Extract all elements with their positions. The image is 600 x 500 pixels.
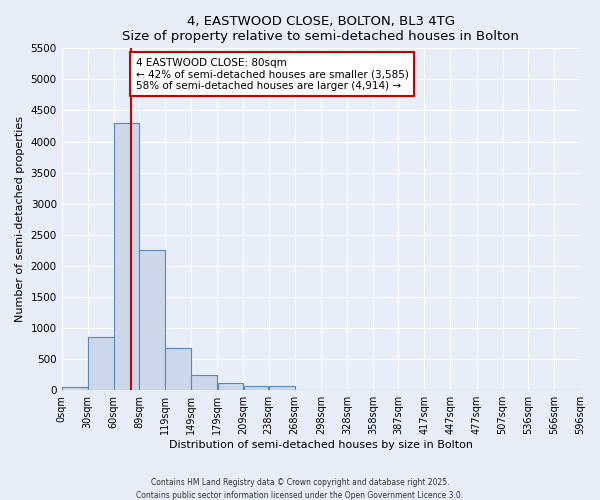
Bar [166, 348, 191, 390]
Bar [114, 123, 139, 390]
Title: 4, EASTWOOD CLOSE, BOLTON, BL3 4TG
Size of property relative to semi-detached ho: 4, EASTWOOD CLOSE, BOLTON, BL3 4TG Size … [122, 15, 519, 43]
Bar [191, 374, 217, 390]
Bar [269, 386, 295, 390]
Y-axis label: Number of semi-detached properties: Number of semi-detached properties [15, 116, 25, 322]
Text: Contains HM Land Registry data © Crown copyright and database right 2025.
Contai: Contains HM Land Registry data © Crown c… [136, 478, 464, 500]
Text: 4 EASTWOOD CLOSE: 80sqm
← 42% of semi-detached houses are smaller (3,585)
58% of: 4 EASTWOOD CLOSE: 80sqm ← 42% of semi-de… [136, 58, 409, 91]
Bar [88, 338, 113, 390]
Bar [139, 250, 165, 390]
Bar [244, 386, 268, 390]
X-axis label: Distribution of semi-detached houses by size in Bolton: Distribution of semi-detached houses by … [169, 440, 473, 450]
Bar [218, 382, 243, 390]
Bar [62, 387, 88, 390]
